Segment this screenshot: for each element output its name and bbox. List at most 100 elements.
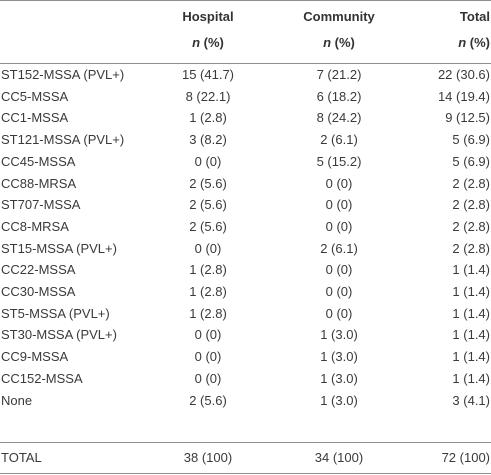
header-n: n bbox=[458, 35, 467, 50]
total-cell: 1 (1.4) bbox=[452, 262, 490, 278]
header-hospital-unit: n (%) bbox=[168, 34, 248, 51]
row-label: ST5-MSSA (PVL+) bbox=[1, 305, 110, 321]
community-cell: 34 (100) bbox=[314, 450, 364, 465]
total-cell: 1 (1.4) bbox=[452, 370, 490, 386]
table-row: ST121-MSSA (PVL+) 3 (8.2) 2 (6.1) 5 (6.9) bbox=[0, 129, 491, 151]
header-pct: (%) bbox=[469, 35, 490, 50]
community-cell: 0 (0) bbox=[325, 262, 353, 278]
column-header-hospital: Hospital n (%) bbox=[168, 8, 248, 51]
table-row: CC88-MRSA 2 (5.6) 0 (0) 2 (2.8) bbox=[0, 173, 491, 195]
community-cell: 2 (6.1) bbox=[320, 240, 358, 256]
community-cell: 8 (24.2) bbox=[316, 110, 362, 126]
hospital-cell: 0 (0) bbox=[194, 153, 222, 169]
total-cell: 1 (1.4) bbox=[452, 305, 490, 321]
table-row: CC8-MRSA 2 (5.6) 0 (0) 2 (2.8) bbox=[0, 216, 491, 238]
row-label: CC9-MSSA bbox=[1, 349, 69, 365]
total-rule bbox=[0, 442, 491, 443]
community-cell: 1 (3.0) bbox=[320, 349, 358, 365]
community-cell: 7 (21.2) bbox=[316, 67, 362, 82]
community-cell: 0 (0) bbox=[325, 305, 353, 321]
row-label: CC45-MSSA bbox=[1, 153, 76, 169]
table-row: ST15-MSSA (PVL+) 0 (0) 2 (6.1) 2 (2.8) bbox=[0, 238, 491, 260]
table-row: CC45-MSSA 0 (0) 5 (15.2) 5 (6.9) bbox=[0, 151, 491, 173]
total-cell: 5 (6.9) bbox=[452, 153, 490, 169]
table-row: CC152-MSSA 0 (0) 1 (3.0) 1 (1.4) bbox=[0, 368, 491, 390]
header-pct: (%) bbox=[203, 35, 224, 50]
row-label: CC152-MSSA bbox=[1, 370, 83, 386]
community-cell: 0 (0) bbox=[325, 218, 353, 234]
community-cell: 0 (0) bbox=[325, 175, 353, 191]
header-n: n bbox=[192, 35, 201, 50]
row-label: None bbox=[1, 392, 33, 408]
community-cell: 6 (18.2) bbox=[316, 88, 362, 104]
table-row: CC5-MSSA 8 (22.1) 6 (18.2) 14 (19.4) bbox=[0, 86, 491, 108]
header-community-label: Community bbox=[303, 9, 375, 24]
community-cell: 5 (15.2) bbox=[316, 153, 362, 169]
row-label: CC8-MRSA bbox=[1, 218, 69, 234]
total-cell: 2 (2.8) bbox=[452, 175, 490, 191]
community-cell: 0 (0) bbox=[325, 284, 353, 299]
hospital-cell: 0 (0) bbox=[194, 240, 222, 256]
total-cell: 14 (19.4) bbox=[437, 88, 490, 104]
table-row: CC30-MSSA 1 (2.8) 0 (0) 1 (1.4) bbox=[0, 281, 491, 303]
hospital-cell: 1 (2.8) bbox=[189, 110, 227, 126]
table-row: ST707-MSSA 2 (5.6) 0 (0) 2 (2.8) bbox=[0, 194, 491, 216]
header-pct: (%) bbox=[334, 35, 355, 50]
row-label: ST30-MSSA (PVL+) bbox=[1, 327, 117, 343]
total-cell: 1 (1.4) bbox=[452, 349, 490, 365]
row-label: CC5-MSSA bbox=[1, 88, 69, 104]
community-cell: 1 (3.0) bbox=[320, 327, 358, 343]
hospital-cell: 1 (2.8) bbox=[189, 284, 227, 299]
total-cell: 2 (2.8) bbox=[452, 240, 490, 256]
hospital-cell: 2 (5.6) bbox=[189, 218, 227, 234]
hospital-cell: 2 (5.6) bbox=[189, 392, 227, 408]
row-label: CC22-MSSA bbox=[1, 262, 76, 278]
hospital-cell: 1 (2.8) bbox=[189, 262, 227, 278]
header-n: n bbox=[323, 35, 332, 50]
header-community-unit: n (%) bbox=[289, 34, 389, 51]
table-row: CC1-MSSA 1 (2.8) 8 (24.2) 9 (12.5) bbox=[0, 107, 491, 129]
table-row: CC22-MSSA 1 (2.8) 0 (0) 1 (1.4) bbox=[0, 259, 491, 281]
total-cell: 9 (12.5) bbox=[445, 110, 490, 126]
column-header-community: Community n (%) bbox=[289, 8, 389, 51]
total-cell: 72 (100) bbox=[441, 450, 490, 465]
bottom-rule bbox=[0, 473, 491, 474]
row-label: ST152-MSSA (PVL+) bbox=[1, 67, 125, 82]
total-cell: 5 (6.9) bbox=[452, 132, 490, 148]
hospital-cell: 2 (5.6) bbox=[189, 197, 227, 213]
hospital-cell: 38 (100) bbox=[183, 450, 233, 465]
row-label: CC30-MSSA bbox=[1, 284, 76, 299]
row-label: CC88-MRSA bbox=[1, 175, 77, 191]
total-cell: 1 (1.4) bbox=[452, 327, 490, 343]
row-label: ST15-MSSA (PVL+) bbox=[1, 240, 117, 256]
header-rule bbox=[0, 63, 491, 64]
hospital-cell: 0 (0) bbox=[194, 370, 222, 386]
total-cell: 3 (4.1) bbox=[452, 392, 490, 408]
hospital-cell: 0 (0) bbox=[194, 349, 222, 365]
hospital-cell: 3 (8.2) bbox=[189, 132, 227, 148]
community-cell: 0 (0) bbox=[325, 197, 353, 213]
row-label: CC1-MSSA bbox=[1, 110, 69, 126]
total-cell: 1 (1.4) bbox=[452, 284, 490, 299]
community-cell: 1 (3.0) bbox=[320, 392, 358, 408]
row-label: TOTAL bbox=[1, 450, 42, 465]
header-total-unit: n (%) bbox=[410, 34, 490, 51]
hospital-cell: 8 (22.1) bbox=[185, 88, 231, 104]
top-rule bbox=[0, 0, 491, 1]
table-row: TOTAL 38 (100) 34 (100) 72 (100) bbox=[0, 447, 491, 469]
table-row: None 2 (5.6) 1 (3.0) 3 (4.1) bbox=[0, 390, 491, 412]
hospital-cell: 15 (41.7) bbox=[181, 67, 235, 82]
total-cell: 2 (2.8) bbox=[452, 218, 490, 234]
community-cell: 1 (3.0) bbox=[320, 370, 358, 386]
column-header-total: Total n (%) bbox=[410, 8, 490, 51]
header-hospital-label: Hospital bbox=[182, 9, 234, 24]
row-label: ST121-MSSA (PVL+) bbox=[1, 132, 125, 148]
table-row: ST30-MSSA (PVL+) 0 (0) 1 (3.0) 1 (1.4) bbox=[0, 324, 491, 346]
table-row: ST152-MSSA (PVL+) 15 (41.7) 7 (21.2) 22 (30… bbox=[0, 64, 491, 86]
hospital-cell: 2 (5.6) bbox=[189, 175, 227, 191]
total-cell: 2 (2.8) bbox=[452, 197, 490, 213]
table-row: CC9-MSSA 0 (0) 1 (3.0) 1 (1.4) bbox=[0, 346, 491, 368]
hospital-cell: 0 (0) bbox=[194, 327, 222, 343]
total-cell: 22 (30.6) bbox=[437, 67, 490, 82]
row-label: ST707-MSSA bbox=[1, 197, 81, 213]
